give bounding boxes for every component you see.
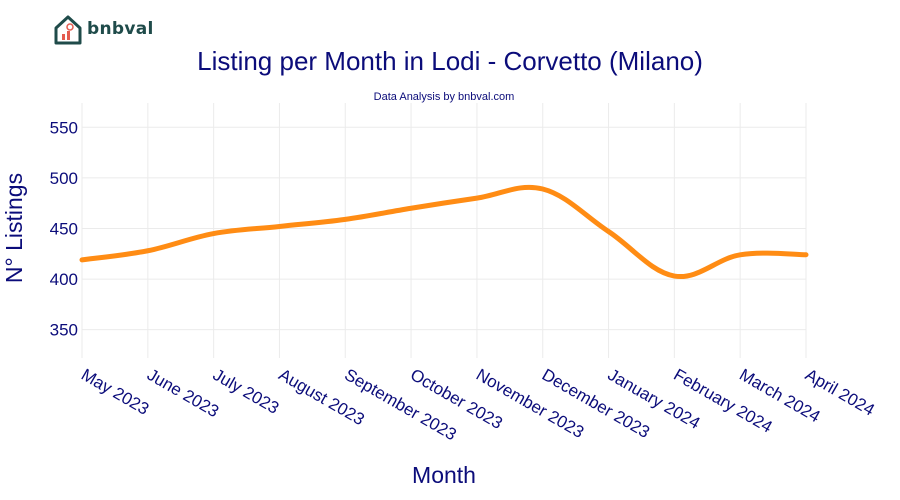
- chart-subtitle: Data Analysis by bnbval.com: [374, 91, 515, 103]
- x-tick-label: May 2023: [78, 365, 152, 419]
- y-axis-title: N° Listings: [1, 173, 27, 283]
- y-tick-label: 550: [50, 118, 78, 137]
- brand-logo: bnbval: [53, 12, 154, 46]
- chart-title: Listing per Month in Lodi - Corvetto (Mi…: [197, 46, 703, 76]
- x-tick-label: July 2023: [210, 365, 283, 418]
- y-tick-label: 400: [50, 270, 78, 289]
- house-chart-icon: [54, 15, 82, 45]
- x-axis-title: Month: [412, 462, 476, 488]
- grid: [81, 103, 807, 358]
- y-tick-label: 350: [50, 321, 78, 340]
- y-tick-label: 450: [50, 219, 78, 238]
- series-line: [79, 184, 809, 280]
- x-tick-label: June 2023: [144, 365, 222, 421]
- x-tick-label: September 2023: [341, 365, 459, 444]
- y-tick-label: 500: [50, 169, 78, 188]
- series-layer: [79, 184, 809, 280]
- brand-name: bnbval: [87, 19, 154, 39]
